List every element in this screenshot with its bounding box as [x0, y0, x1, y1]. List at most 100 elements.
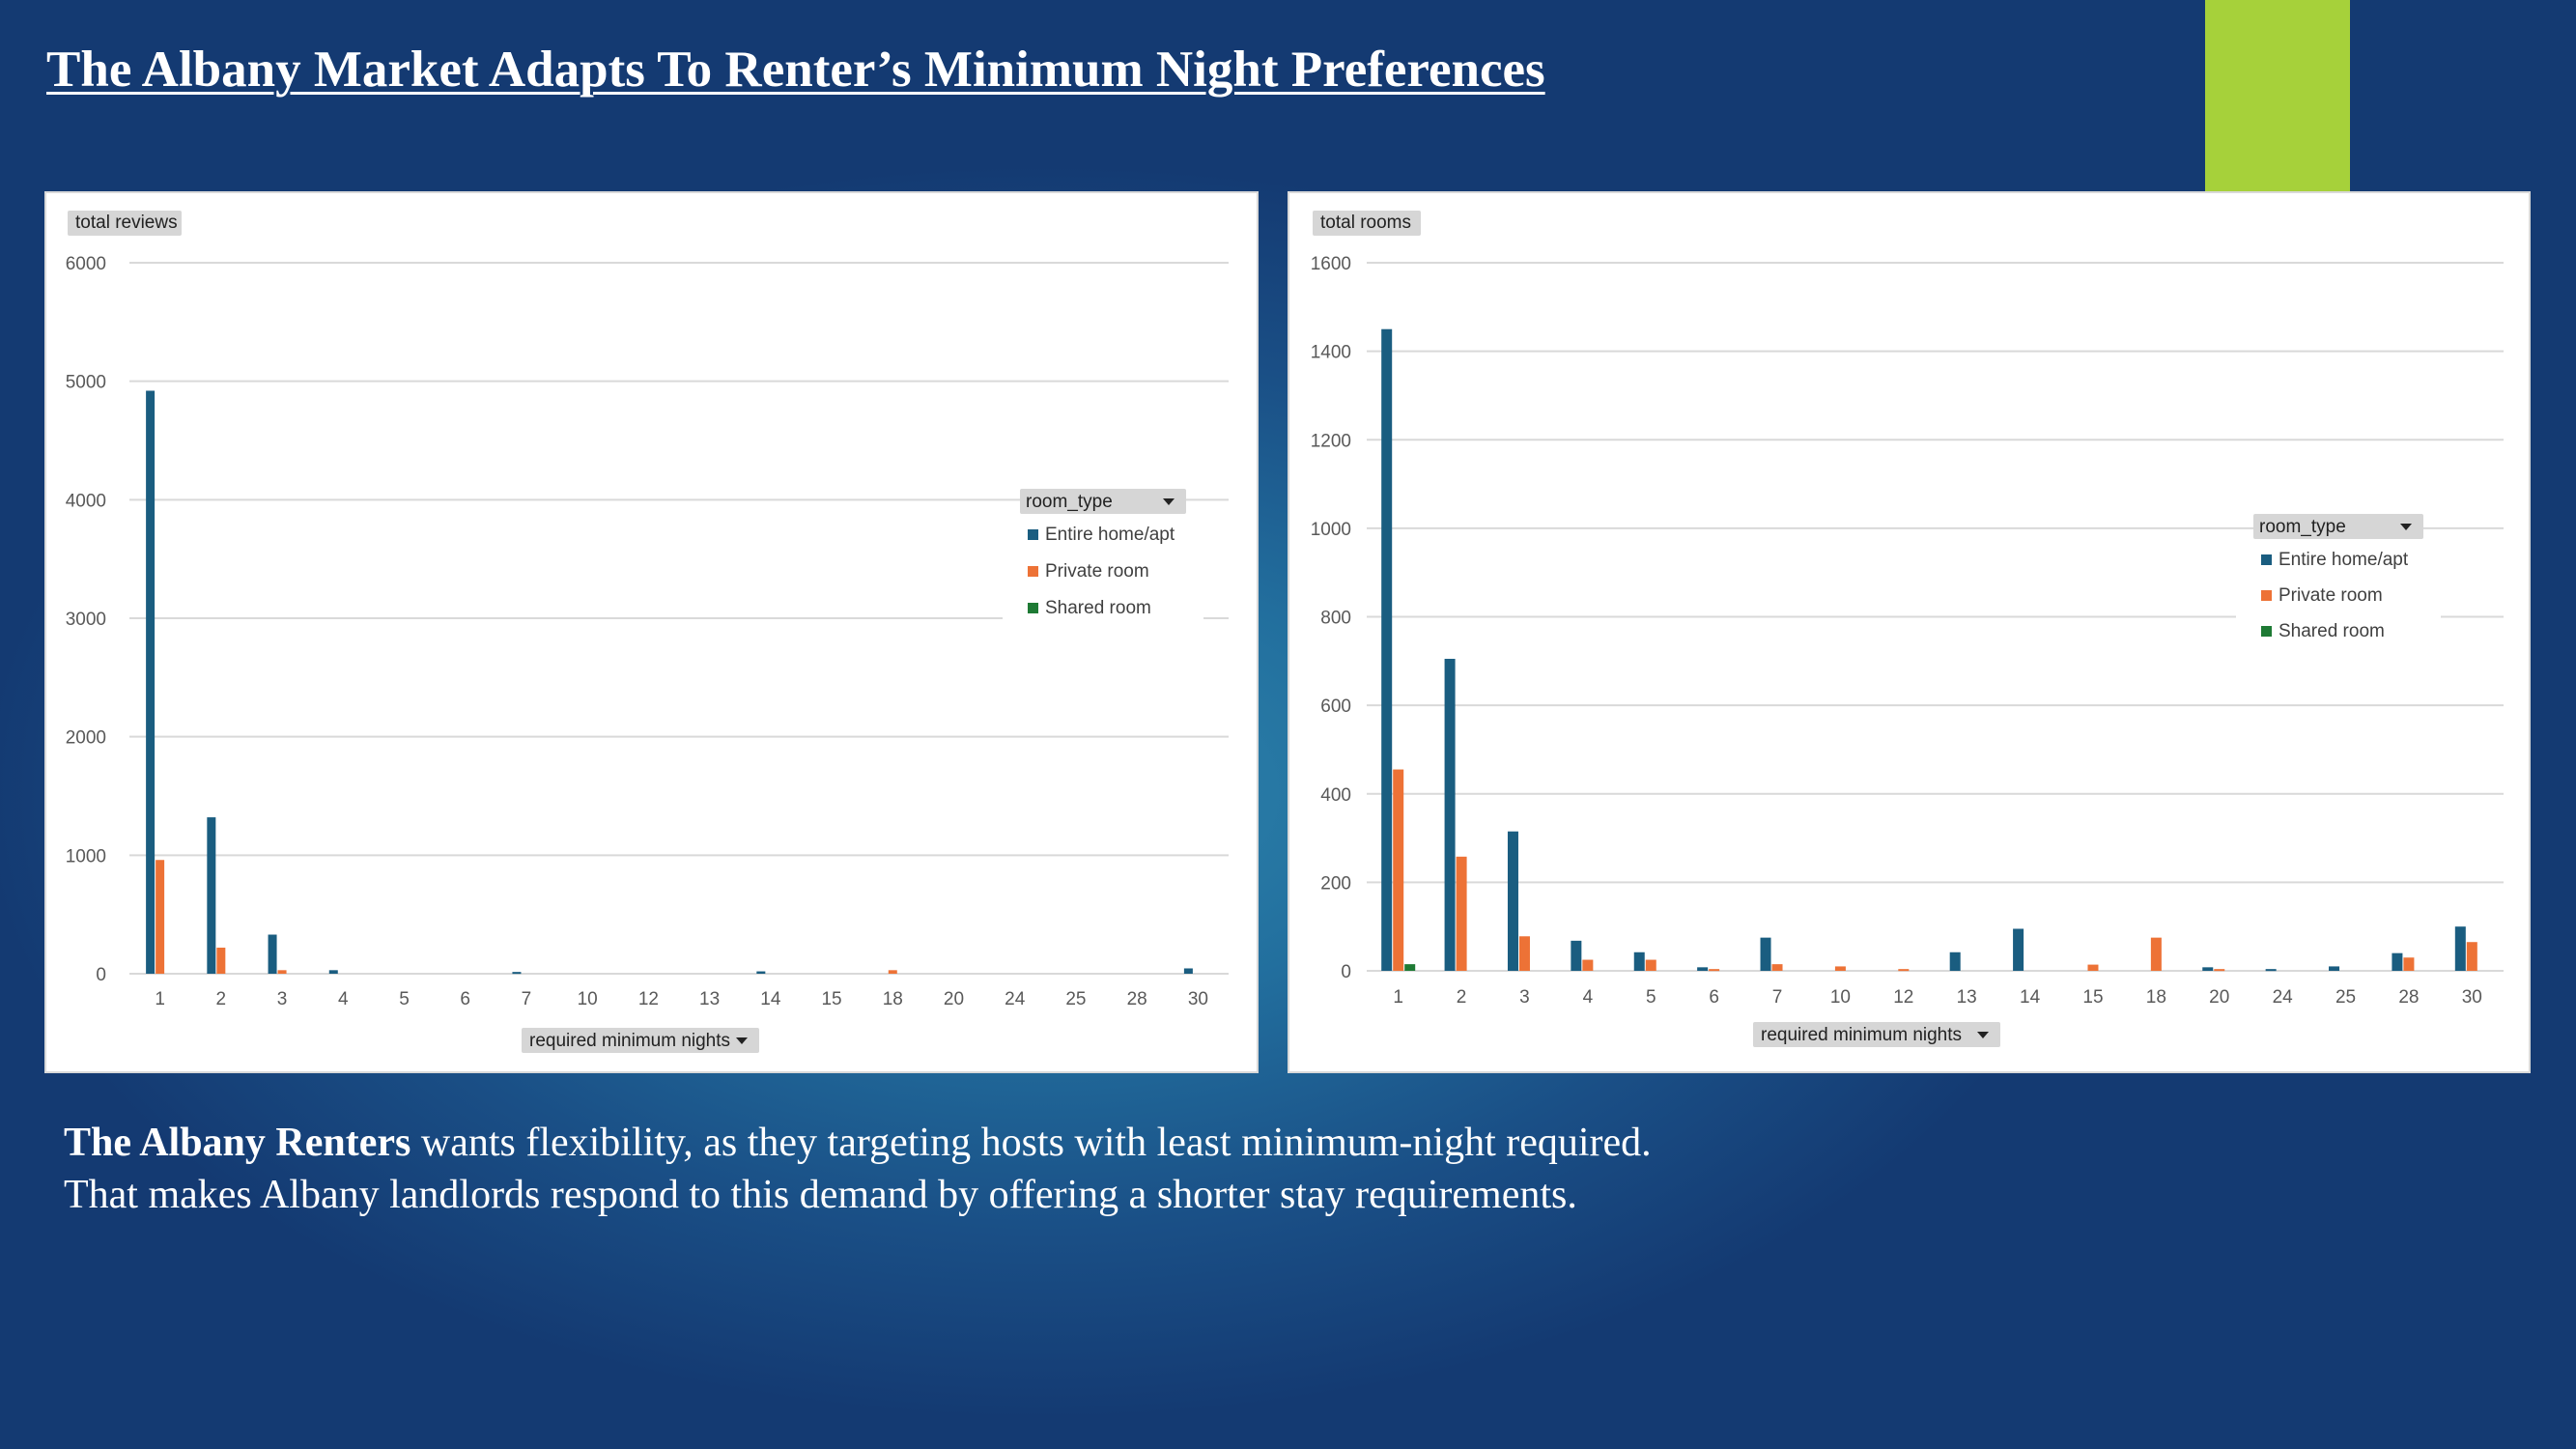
- slide-title: The Albany Market Adapts To Renter’s Min…: [46, 42, 1545, 98]
- chart-0-legend: room_type Entire home/apt Private room Shar…: [1003, 489, 1203, 638]
- chart-0-legend-swatch-0: [1028, 529, 1038, 540]
- chart-0-xtick-14: 14: [760, 989, 781, 1009]
- chart-0-legend-filter-button[interactable]: room_type: [1020, 489, 1186, 514]
- chart-0-ytick-5: 5000: [66, 373, 106, 393]
- chart-0-xlabel-text: required minimum nights: [529, 1031, 730, 1051]
- chart-0-xtick-20: 20: [944, 989, 964, 1009]
- chart-1-xtick-1: 1: [1393, 987, 1403, 1008]
- chart-1-bar-3-1: [1518, 936, 1530, 971]
- chart-1-xtick-10: 10: [1830, 987, 1851, 1008]
- chart-1-bar-20-0: [2202, 967, 2214, 971]
- chart-0-ylabel[interactable]: total reviews: [68, 211, 182, 236]
- chart-1-xtick-25: 25: [2335, 987, 2356, 1008]
- chart-0-xtick-13: 13: [699, 989, 720, 1009]
- chart-1-ytick-3: 600: [1320, 696, 1351, 717]
- chart-0-legend-swatch-2: [1028, 603, 1038, 613]
- chart-1-ytick-2: 400: [1320, 785, 1351, 806]
- chart-1-xtick-12: 12: [1893, 987, 1913, 1008]
- chart-1-bar-24-0: [2265, 969, 2277, 972]
- chart-0-bar-3-1: [277, 970, 287, 974]
- chart-1-legend-filter-button[interactable]: room_type: [2253, 514, 2423, 539]
- chart-0-xtick-18: 18: [883, 989, 903, 1009]
- chart-0-xtick-7: 7: [522, 989, 532, 1009]
- chart-1-legend-title: room_type: [2259, 517, 2346, 537]
- chart-1-legend-entry-2: Shared room: [2279, 621, 2385, 641]
- chart-1-bar-13-0: [1949, 952, 1961, 971]
- chart-1-legend-entry-1: Private room: [2279, 585, 2383, 606]
- caption-line-2: That makes Albany landlords respond to t…: [64, 1173, 1577, 1217]
- chart-0-ytick-2: 2000: [66, 728, 106, 749]
- chart-1-xtick-15: 15: [2082, 987, 2103, 1008]
- chart-1-legend-swatch-2: [2261, 626, 2272, 637]
- chart-1-bar-25-0: [2329, 966, 2340, 971]
- chart-1-xtick-30: 30: [2462, 987, 2482, 1008]
- chart-0-bar-7-0: [512, 972, 522, 975]
- chart-0-bar-1-1: [156, 860, 165, 974]
- chart-0-xlabel-button[interactable]: required minimum nights: [522, 1028, 759, 1053]
- chart-1-ylabel[interactable]: total rooms: [1313, 211, 1421, 236]
- chart-1-xtick-6: 6: [1709, 987, 1719, 1008]
- chart-1-ytick-8: 1600: [1311, 254, 1351, 274]
- chart-0-xtick-3: 3: [277, 989, 288, 1009]
- chart-1-xtick-18: 18: [2146, 987, 2166, 1008]
- chart-1-bar-2-1: [1456, 856, 1467, 971]
- chart-total-rooms-svg: total rooms 0 200 400 600 800 1000 1200 1400 1600…: [1311, 211, 2504, 1047]
- chart-0-ytick-4: 4000: [66, 491, 106, 511]
- chart-1-ytick-4: 800: [1320, 609, 1351, 629]
- chart-1-xtick-24: 24: [2273, 987, 2294, 1008]
- chart-0-legend-dropdown-icon: [1163, 498, 1175, 505]
- chart-1-bar-10-1: [1834, 966, 1846, 971]
- chart-1-xlabel-dropdown-icon: [1977, 1032, 1989, 1038]
- chart-1-xtick-13: 13: [1957, 987, 1977, 1008]
- chart-0-bar-4-0: [328, 970, 338, 974]
- chart-1-xtick-28: 28: [2398, 987, 2419, 1008]
- chart-1-xtick-7: 7: [1772, 987, 1783, 1008]
- chart-1-ytick-7: 1400: [1311, 343, 1351, 363]
- caption-rest: wants flexibility, as they targeting hos…: [410, 1121, 1652, 1165]
- chart-1-bar-14-0: [2013, 928, 2024, 971]
- caption-bold: The Albany Renters: [64, 1121, 411, 1165]
- chart-0-xtick-24: 24: [1005, 989, 1026, 1009]
- chart-1-bar-1-1: [1393, 769, 1404, 971]
- chart-1-bar-1-0: [1381, 328, 1393, 971]
- chart-0-legend-entry-0: Entire home/apt: [1045, 525, 1175, 545]
- chart-0-bar-3-0: [268, 934, 277, 974]
- chart-0-xtick-4: 4: [338, 989, 349, 1009]
- chart-0-bar-14-0: [756, 971, 766, 974]
- chart-1-legend-dropdown-icon: [2400, 524, 2412, 530]
- chart-1-bar-5-1: [1645, 959, 1656, 971]
- chart-0-xtick-25: 25: [1065, 989, 1086, 1009]
- chart-0-bar-30-0: [1183, 968, 1193, 974]
- chart-0-ylabel-text: total reviews: [75, 213, 178, 233]
- caption: The Albany Renters wants flexibility, as…: [64, 1117, 1652, 1221]
- chart-0-bar-2-0: [207, 817, 216, 974]
- chart-0-legend-title: room_type: [1026, 492, 1113, 512]
- chart-0-xlabel-dropdown-icon: [736, 1037, 748, 1044]
- chart-0-legend-swatch-1: [1028, 566, 1038, 577]
- chart-1-xtick-2: 2: [1457, 987, 1467, 1008]
- chart-1-bar-7-1: [1771, 964, 1783, 971]
- chart-1-legend-swatch-0: [2261, 554, 2272, 565]
- chart-0-legend-entry-2: Shared room: [1045, 598, 1151, 618]
- chart-1-ytick-5: 1000: [1311, 520, 1351, 540]
- chart-1-xlabel-button[interactable]: required minimum nights: [1753, 1022, 2000, 1047]
- chart-1-bar-15-1: [2087, 964, 2099, 971]
- chart-total-reviews: total reviews 0 1000 2000 3000 4000 5000 6000 1 2…: [44, 191, 1259, 1073]
- chart-1-bar-28-1: [2403, 957, 2415, 971]
- chart-1-bar-1-2: [1404, 964, 1416, 971]
- chart-1-legend-swatch-1: [2261, 590, 2272, 601]
- chart-1-bar-18-1: [2150, 937, 2162, 971]
- chart-0-xtick-12: 12: [638, 989, 659, 1009]
- chart-0-xtick-1: 1: [155, 989, 165, 1009]
- chart-0-xtick-28: 28: [1127, 989, 1147, 1009]
- chart-1-ylabel-text: total rooms: [1320, 213, 1411, 233]
- chart-1-xtick-14: 14: [2020, 987, 2041, 1008]
- chart-1-xtick-20: 20: [2209, 987, 2229, 1008]
- chart-1-xtick-4: 4: [1583, 987, 1594, 1008]
- chart-0-xtick-10: 10: [578, 989, 598, 1009]
- chart-1-bar-20-1: [2214, 969, 2225, 972]
- chart-1-bar-2-0: [1444, 659, 1456, 971]
- chart-1-legend: room_type Entire home/apt Private room Shar…: [2236, 514, 2441, 660]
- chart-1-bar-6-1: [1709, 969, 1720, 972]
